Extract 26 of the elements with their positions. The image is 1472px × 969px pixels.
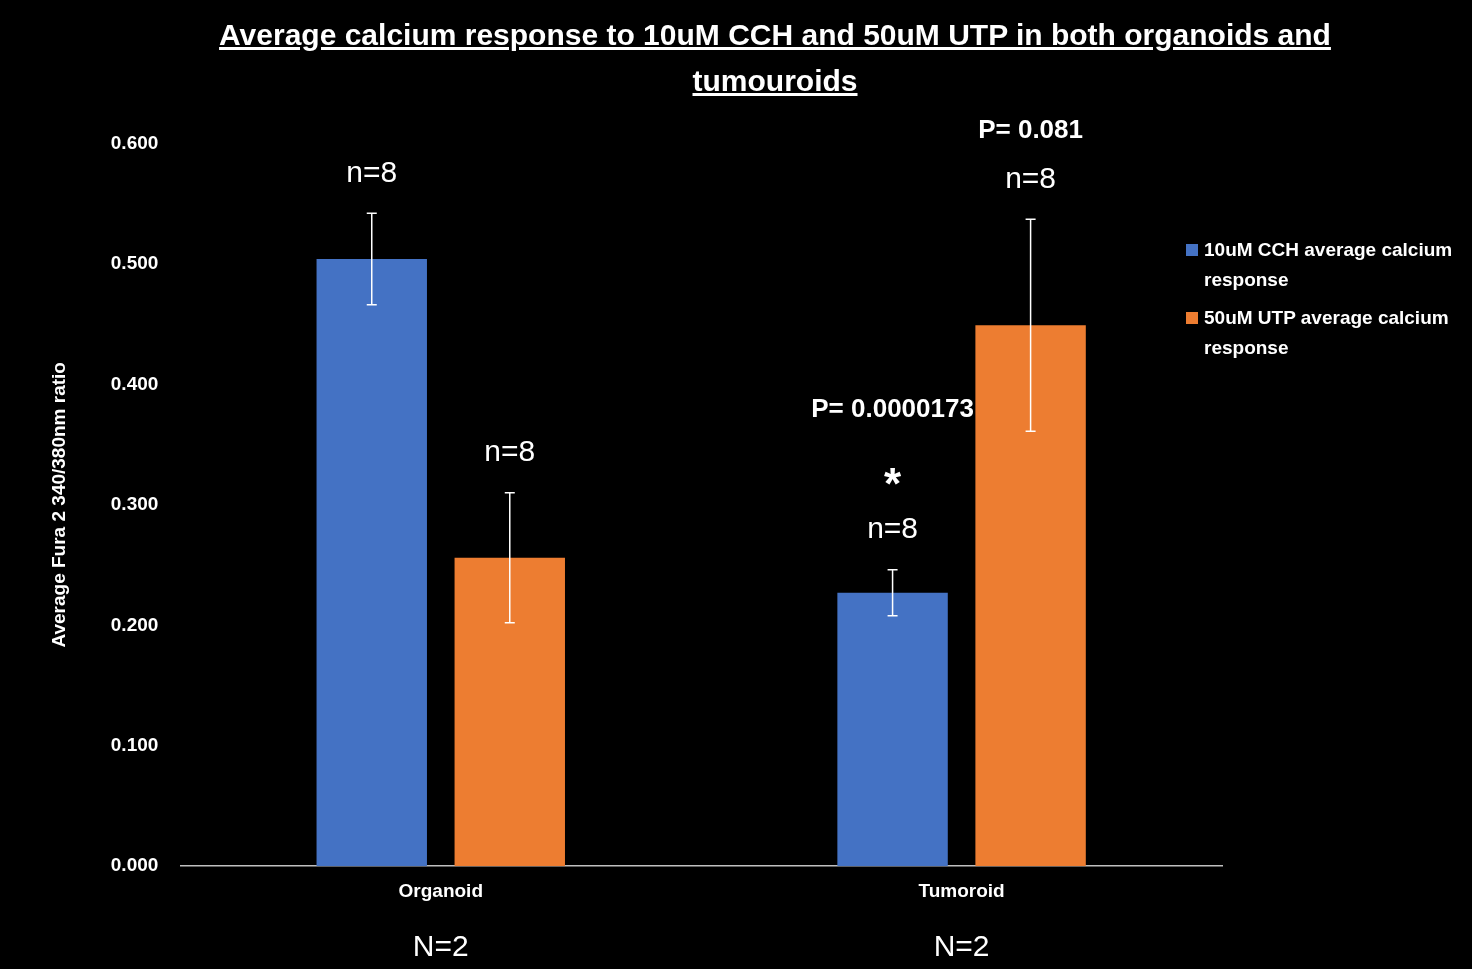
text: N=2 — [933, 929, 990, 963]
bar — [454, 557, 565, 867]
annotation: n=8 — [867, 511, 919, 545]
text: N=2 — [412, 929, 469, 963]
bar — [316, 259, 427, 867]
x-tick-label: Organoid — [398, 879, 483, 901]
legend-label: 50uM UTP average calcium response — [1204, 306, 1450, 360]
y-axis-title: Average Fura 2 340/380nm ratio — [47, 362, 69, 648]
y-tick-label: 0.600 — [110, 131, 159, 153]
y-tick-label: 0.000 — [110, 854, 159, 876]
y-tick-label: 0.100 — [110, 733, 159, 755]
annotation: n=8 — [484, 434, 536, 468]
legend-label: 10uM CCH average calcium response — [1204, 238, 1454, 292]
y-tick-label: 0.300 — [110, 493, 159, 515]
y-tick-label: 0.400 — [110, 372, 159, 394]
annotation: * — [884, 458, 903, 508]
chart-title: Average calcium response to 10uM CCH and 50uM UTP in both organoids and tumouroids — [219, 18, 1331, 97]
annotation: P= 0.0000173 — [811, 393, 974, 424]
annotation: P= 0.081 — [978, 114, 1083, 145]
x-tick-label: Tumoroid — [918, 879, 1005, 901]
annotation: n=8 — [346, 154, 398, 188]
bar — [975, 325, 1086, 867]
bar — [837, 592, 948, 867]
y-tick-label: 0.200 — [110, 613, 159, 635]
y-tick-label: 0.500 — [110, 252, 159, 274]
annotation: n=8 — [1005, 160, 1057, 194]
